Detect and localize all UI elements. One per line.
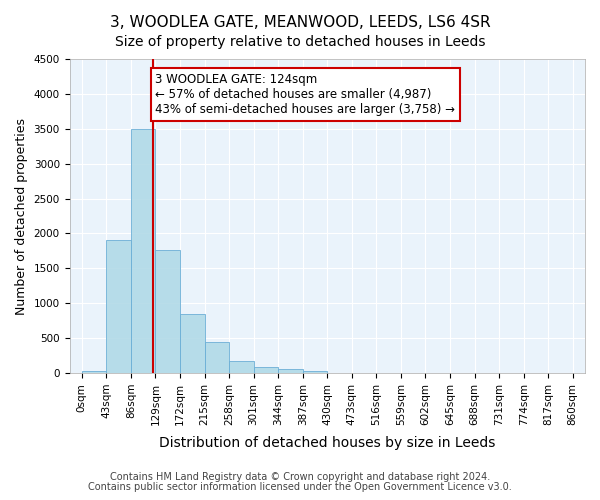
Bar: [106, 240, 131, 373]
Bar: [205, 342, 229, 373]
Bar: [155, 250, 180, 373]
Text: 3, WOODLEA GATE, MEANWOOD, LEEDS, LS6 4SR: 3, WOODLEA GATE, MEANWOOD, LEEDS, LS6 4S…: [110, 15, 490, 30]
Bar: [229, 361, 254, 373]
Text: Size of property relative to detached houses in Leeds: Size of property relative to detached ho…: [115, 35, 485, 49]
Bar: [180, 314, 205, 373]
Bar: [278, 369, 303, 373]
X-axis label: Distribution of detached houses by size in Leeds: Distribution of detached houses by size …: [159, 436, 496, 450]
Bar: [131, 129, 155, 373]
Text: 3 WOODLEA GATE: 124sqm
← 57% of detached houses are smaller (4,987)
43% of semi-: 3 WOODLEA GATE: 124sqm ← 57% of detached…: [155, 73, 455, 116]
Bar: [303, 371, 327, 373]
Y-axis label: Number of detached properties: Number of detached properties: [15, 118, 28, 314]
Bar: [82, 371, 106, 373]
Text: Contains public sector information licensed under the Open Government Licence v3: Contains public sector information licen…: [88, 482, 512, 492]
Bar: [254, 367, 278, 373]
Text: Contains HM Land Registry data © Crown copyright and database right 2024.: Contains HM Land Registry data © Crown c…: [110, 472, 490, 482]
